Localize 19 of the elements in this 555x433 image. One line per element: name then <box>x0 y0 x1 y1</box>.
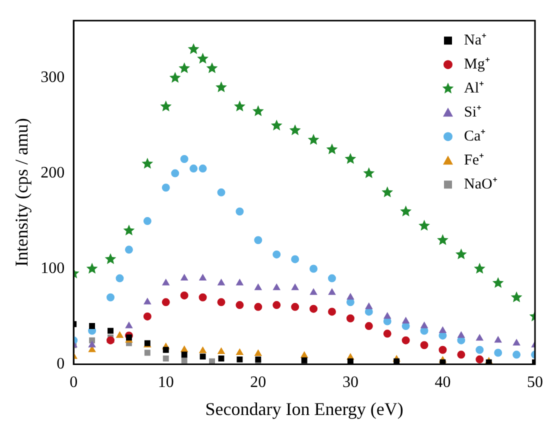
x-tick-label: 0 <box>70 374 78 392</box>
y-tick-label: 300 <box>40 69 65 86</box>
y-tick-label: 200 <box>40 164 65 182</box>
x-tick-label: 30 <box>342 374 358 392</box>
legend-label: Mg⁺ <box>464 56 490 73</box>
x-tick-label: 20 <box>250 374 266 392</box>
x-axis-title: Secondary Ion Energy (eV) <box>205 398 404 419</box>
legend-label: Na⁺ <box>464 32 486 49</box>
x-tick-label: 10 <box>158 374 174 392</box>
legend-label: Ca⁺ <box>464 128 486 145</box>
x-tick-label: 50 <box>527 374 543 392</box>
legend-label: Si⁺ <box>464 104 482 121</box>
legend-label: Al⁺ <box>464 80 484 97</box>
y-tick-label: 100 <box>40 260 65 277</box>
legend-label: Fe⁺ <box>464 152 484 169</box>
legend-label: NaO⁺ <box>464 176 498 193</box>
x-tick-label: 40 <box>434 374 451 392</box>
y-axis-title: Intensity (cps / amu) <box>12 118 32 267</box>
y-tick-label: 0 <box>56 355 65 372</box>
